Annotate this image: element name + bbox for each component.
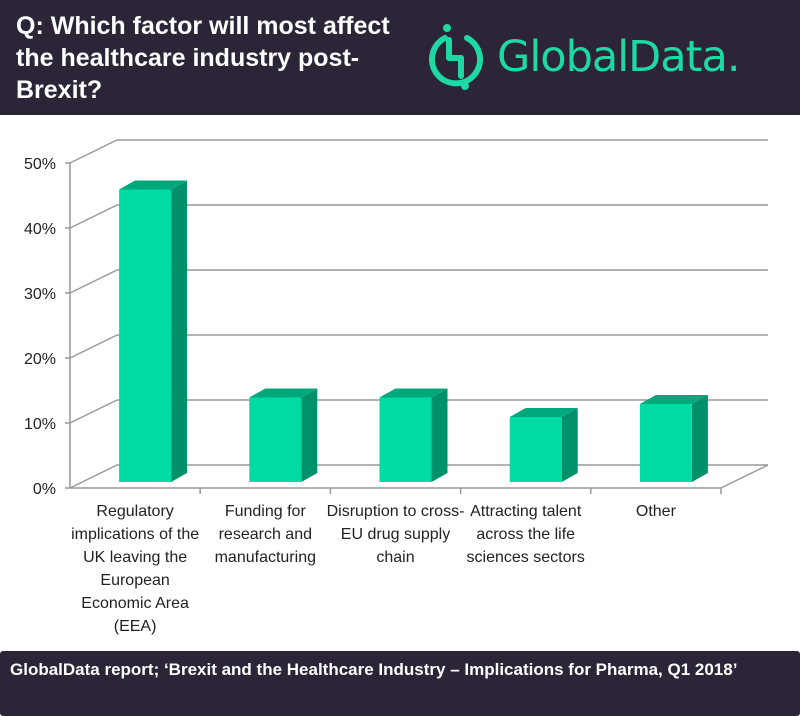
y-tick-label: 10%: [24, 416, 56, 433]
gridline-diagonal: [69, 464, 118, 489]
x-category-label: Funding for research and manufacturing: [214, 503, 316, 566]
bar-chart: 0% 10% 20% 30% 40% 50% Regulatory implication…: [0, 125, 800, 645]
x-category-label: Disruption to cross-EU drug supply chain: [326, 503, 465, 566]
bar: [509, 417, 562, 482]
bar-side: [691, 395, 708, 482]
bar-side: [171, 180, 188, 482]
bar-side: [561, 408, 578, 482]
source-note: GlobalData report; ‘Brexit and the Healt…: [10, 660, 738, 679]
bar: [249, 397, 302, 482]
gridline-diagonal: [69, 204, 118, 229]
footer-banner: GlobalData report; ‘Brexit and the Healt…: [0, 651, 800, 716]
bar: [379, 397, 432, 482]
bar-top: [119, 180, 188, 190]
gridline-diagonal: [69, 334, 118, 359]
x-category-label: Other: [635, 503, 676, 520]
y-tick-label: 50%: [24, 156, 56, 173]
globaldata-logo-icon: [429, 24, 483, 90]
bar-top: [509, 408, 578, 417]
bar-top: [249, 388, 318, 398]
y-tick-label: 20%: [24, 351, 56, 368]
x-category-label: Attracting talent across the life scienc…: [466, 503, 585, 566]
y-tick-label: 0%: [33, 481, 56, 495]
floor-right-edge: [720, 464, 769, 489]
y-tick-label: 40%: [24, 221, 56, 238]
y-tick-label: 30%: [24, 286, 56, 303]
header-banner: Q: Which factor will most affect the hea…: [0, 0, 800, 115]
bar-top: [379, 388, 448, 398]
bar: [639, 404, 692, 482]
gridline-diagonal: [69, 399, 118, 424]
bar-side: [301, 388, 318, 482]
x-category-label: Regulatory implications of the UK leavin…: [71, 503, 200, 635]
bar-top: [639, 395, 708, 404]
gridline-diagonal: [69, 269, 118, 294]
logo-text: GlobalData.: [497, 32, 741, 82]
bar: [119, 189, 172, 482]
gridline-diagonal: [69, 139, 118, 164]
bar-side: [431, 388, 448, 482]
globaldata-logo: GlobalData.: [425, 22, 741, 92]
chart-svg: 0% 10% 20% 30% 40% 50%: [24, 139, 769, 495]
chart-title: Q: Which factor will most affect the hea…: [16, 12, 390, 104]
